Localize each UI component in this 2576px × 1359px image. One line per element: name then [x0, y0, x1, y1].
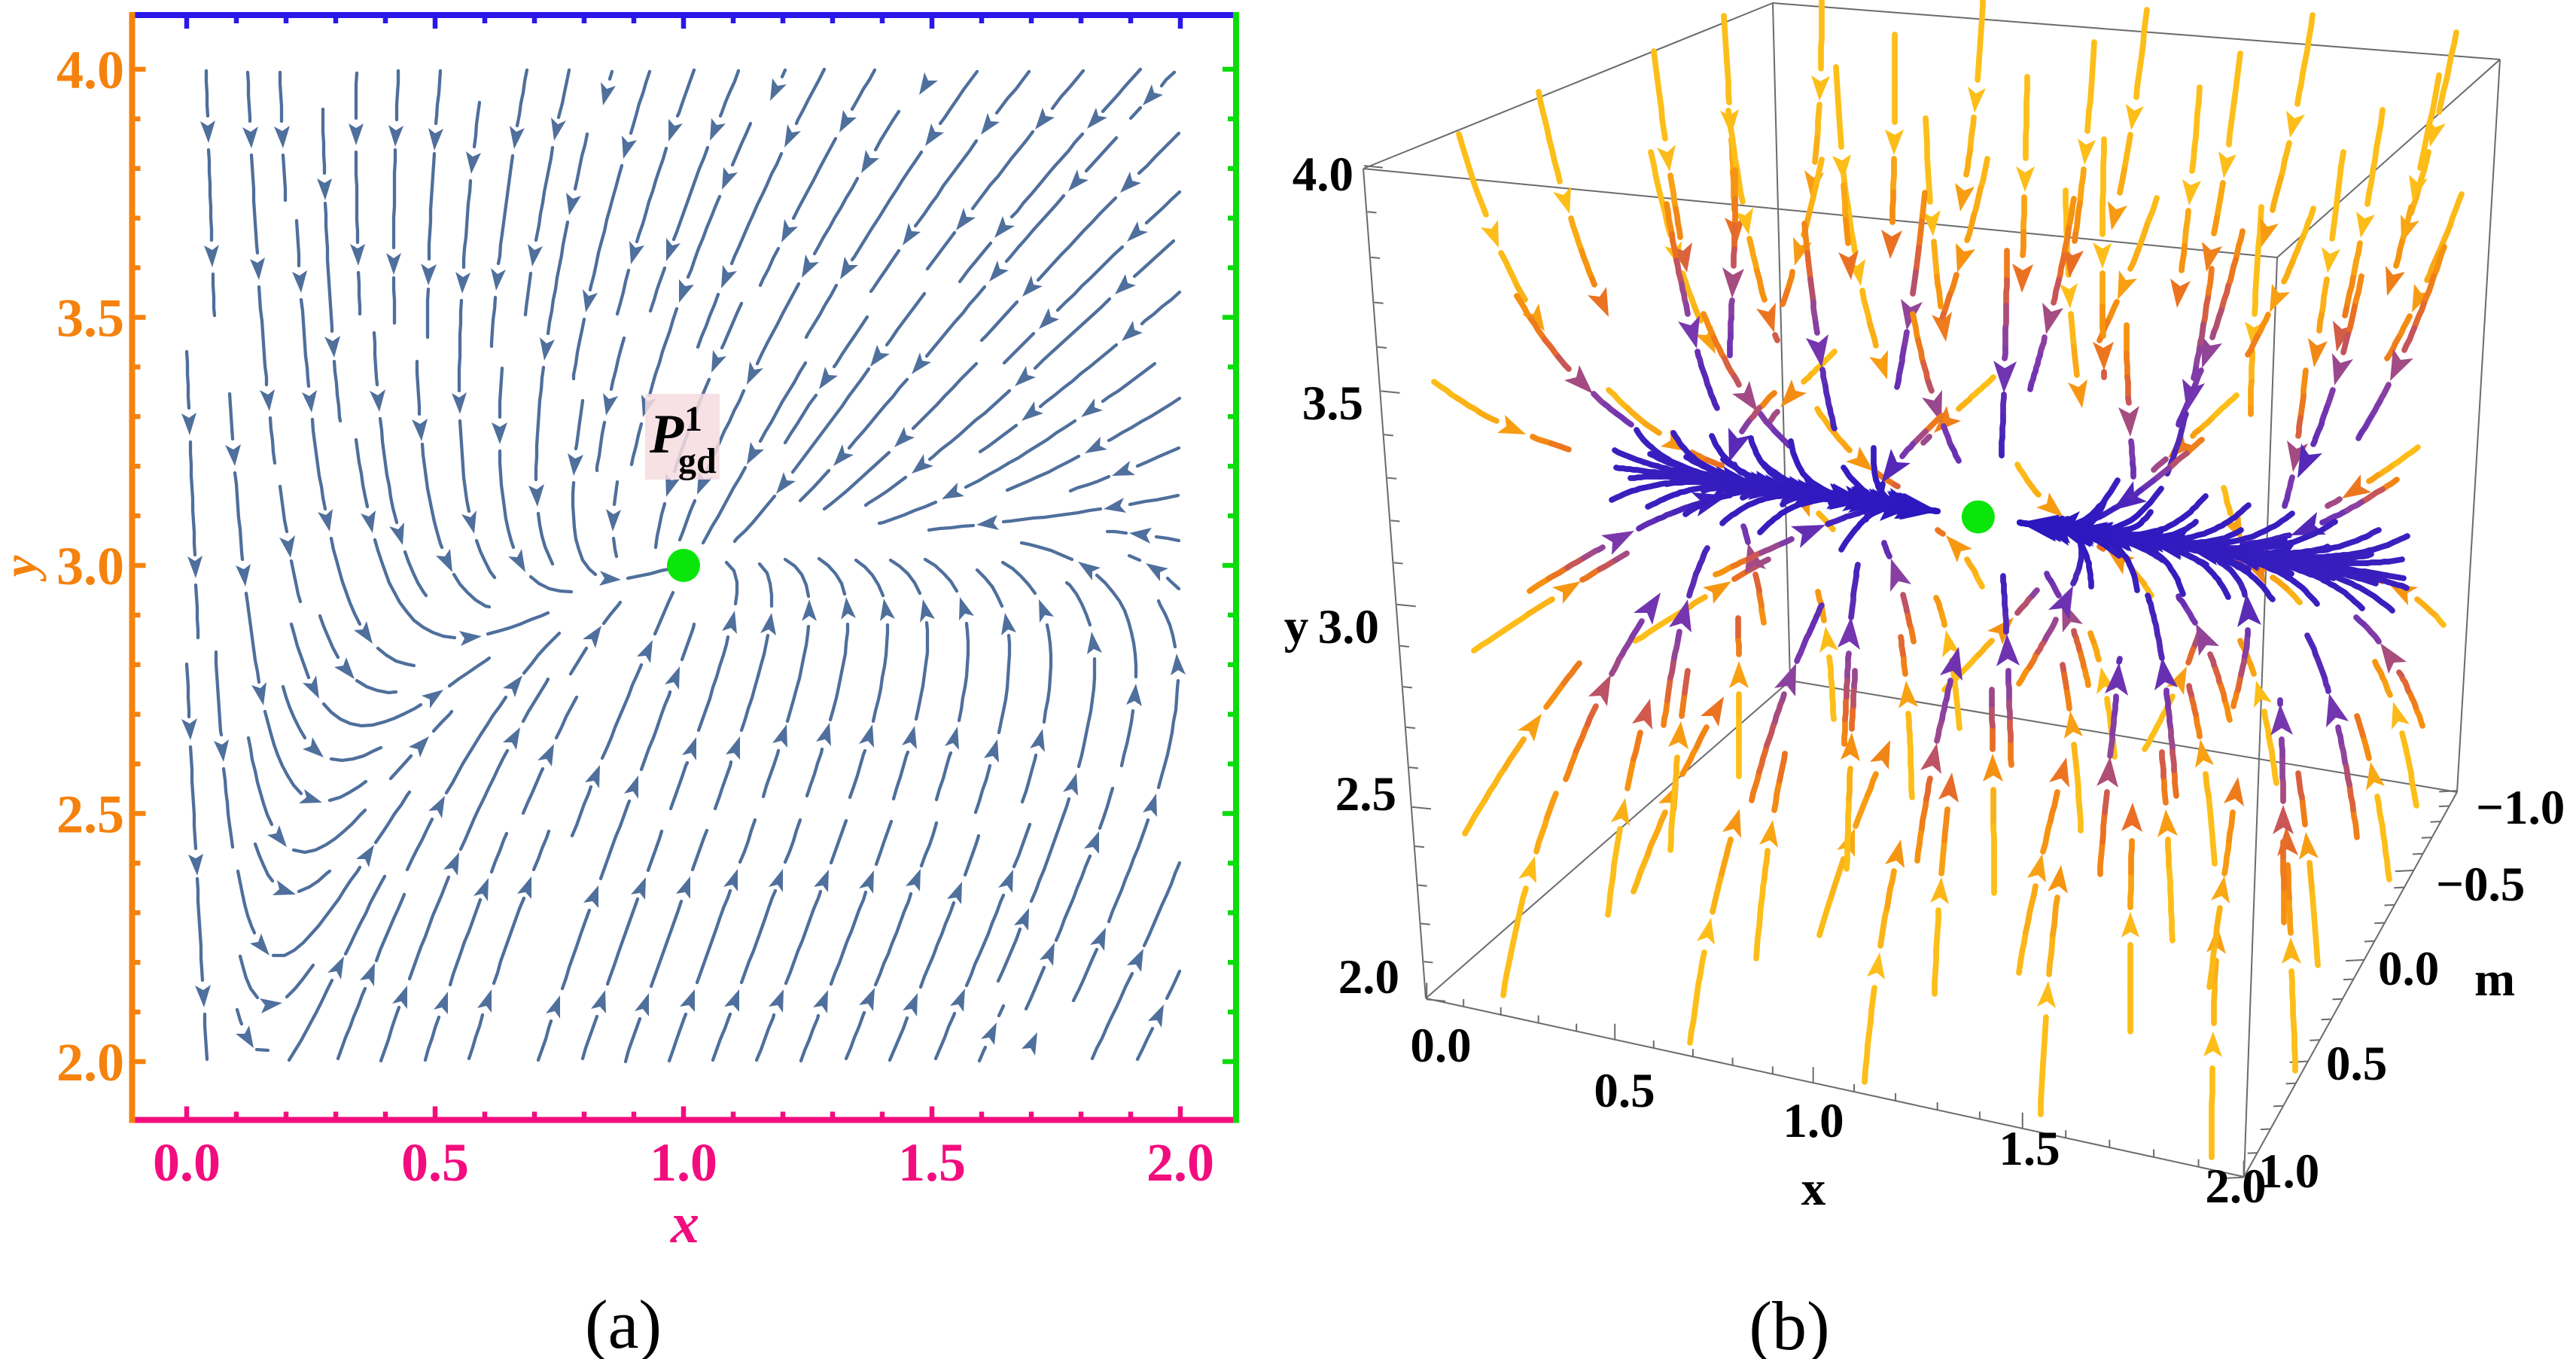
svg-text:3.5: 3.5	[1302, 376, 1363, 431]
svg-text:x: x	[1801, 1162, 1826, 1216]
svg-text:−0.5: −0.5	[2436, 858, 2525, 912]
svg-text:1.5: 1.5	[898, 1132, 966, 1193]
svg-text:4.0: 4.0	[1293, 148, 1353, 202]
svg-text:(a): (a)	[585, 1286, 662, 1359]
svg-text:m: m	[2474, 952, 2515, 1007]
svg-text:0.5: 0.5	[401, 1132, 469, 1193]
svg-text:2.0: 2.0	[2205, 1159, 2266, 1214]
svg-text:0.5: 0.5	[2326, 1037, 2387, 1091]
svg-text:x: x	[670, 1192, 699, 1255]
svg-text:3.5: 3.5	[56, 288, 124, 349]
svg-text:0.0: 0.0	[1410, 1019, 1471, 1073]
svg-text:gd: gd	[678, 441, 717, 481]
svg-text:0.5: 0.5	[1594, 1064, 1655, 1118]
svg-text:(b): (b)	[1749, 1287, 1829, 1359]
svg-text:3.0: 3.0	[1318, 600, 1379, 654]
svg-text:y: y	[1284, 599, 1309, 654]
svg-text:0.0: 0.0	[2378, 942, 2439, 996]
svg-text:2.5: 2.5	[1335, 767, 1396, 821]
svg-text:2.0: 2.0	[56, 1032, 124, 1092]
svg-text:2.5: 2.5	[56, 785, 124, 845]
svg-text:0.0: 0.0	[153, 1132, 221, 1193]
svg-text:1.0: 1.0	[1783, 1094, 1844, 1148]
svg-text:2.0: 2.0	[1338, 950, 1399, 1004]
svg-text:2.0: 2.0	[1146, 1132, 1214, 1193]
svg-text:1: 1	[684, 399, 702, 439]
svg-text:−1.0: −1.0	[2476, 781, 2565, 835]
svg-text:1.0: 1.0	[2258, 1144, 2319, 1199]
svg-text:3.0: 3.0	[56, 536, 124, 596]
svg-text:P: P	[649, 404, 684, 465]
svg-text:4.0: 4.0	[56, 40, 124, 100]
svg-text:1.5: 1.5	[1999, 1122, 2060, 1176]
svg-text:1.0: 1.0	[650, 1132, 717, 1193]
